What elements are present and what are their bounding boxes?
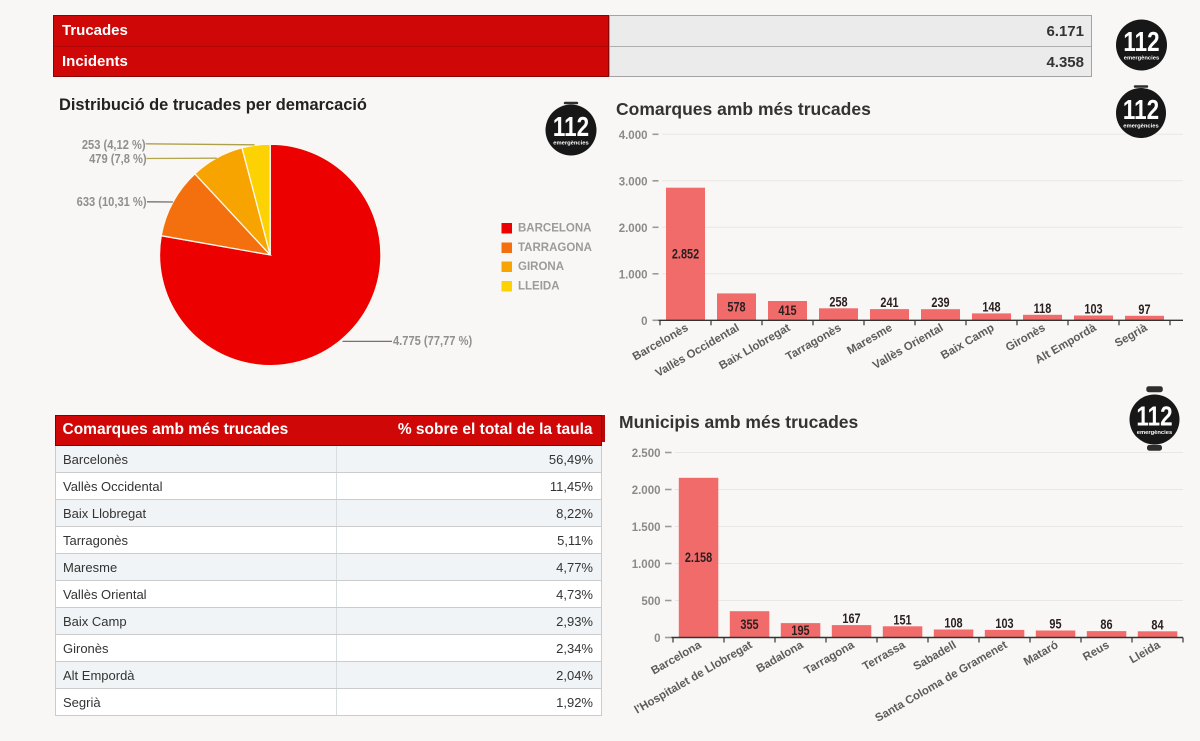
svg-text:95: 95 xyxy=(1049,616,1061,632)
svg-text:415: 415 xyxy=(778,303,796,319)
svg-text:112: 112 xyxy=(1136,401,1172,432)
svg-text:103: 103 xyxy=(995,616,1013,632)
svg-text:97: 97 xyxy=(1138,302,1150,318)
svg-text:2.158: 2.158 xyxy=(685,550,712,566)
svg-text:emergències: emergències xyxy=(1123,124,1158,130)
svg-text:Mataró: Mataró xyxy=(1022,639,1061,668)
svg-text:Reus: Reus xyxy=(1081,639,1111,663)
svg-text:Segrià: Segrià xyxy=(1113,322,1150,350)
svg-text:84: 84 xyxy=(1151,617,1163,633)
svg-text:258: 258 xyxy=(829,294,847,310)
svg-text:1.500: 1.500 xyxy=(632,522,661,534)
svg-text:151: 151 xyxy=(893,612,911,628)
svg-text:1.000: 1.000 xyxy=(632,559,661,571)
svg-text:Tarragona: Tarragona xyxy=(803,639,857,677)
svg-text:86: 86 xyxy=(1100,617,1112,633)
svg-text:195: 195 xyxy=(791,623,809,639)
svg-text:Terrassa: Terrassa xyxy=(861,639,908,673)
svg-text:GIRONA: GIRONA xyxy=(518,261,564,273)
svg-text:112: 112 xyxy=(1123,95,1159,126)
svg-text:1.000: 1.000 xyxy=(619,269,648,281)
svg-text:Tarragonès: Tarragonès xyxy=(784,322,844,363)
svg-text:Lleida: Lleida xyxy=(1128,639,1163,666)
svg-text:BARCELONA: BARCELONA xyxy=(518,223,591,235)
svg-text:Baix Camp: Baix Camp xyxy=(939,322,996,362)
svg-text:TARRAGONA: TARRAGONA xyxy=(518,242,592,254)
svg-text:148: 148 xyxy=(982,299,1000,315)
svg-text:Badalona: Badalona xyxy=(755,639,806,676)
svg-text:112: 112 xyxy=(1123,27,1159,58)
svg-text:emergències: emergències xyxy=(1124,56,1159,62)
svg-text:355: 355 xyxy=(740,617,758,633)
svg-text:0: 0 xyxy=(654,633,660,645)
svg-text:578: 578 xyxy=(727,299,745,315)
svg-text:108: 108 xyxy=(944,615,962,631)
svg-text:4.000: 4.000 xyxy=(619,130,648,142)
svg-text:Vallès Occidental: Vallès Occidental xyxy=(654,322,742,380)
svg-text:LLEIDA: LLEIDA xyxy=(518,281,560,293)
svg-text:3.000: 3.000 xyxy=(619,176,648,188)
svg-text:103: 103 xyxy=(1084,301,1102,317)
svg-text:112: 112 xyxy=(553,112,589,143)
svg-text:239: 239 xyxy=(931,295,949,311)
svg-text:2.852: 2.852 xyxy=(672,246,699,262)
svg-text:500: 500 xyxy=(641,596,660,608)
svg-text:Gironès: Gironès xyxy=(1004,322,1048,354)
svg-text:2.500: 2.500 xyxy=(632,448,661,460)
svg-text:2.000: 2.000 xyxy=(632,485,661,497)
svg-text:emergències: emergències xyxy=(553,141,588,147)
svg-text:167: 167 xyxy=(842,611,860,627)
svg-text:241: 241 xyxy=(880,295,898,311)
svg-text:emergències: emergències xyxy=(1137,430,1172,436)
svg-text:0: 0 xyxy=(641,316,647,328)
svg-text:118: 118 xyxy=(1034,301,1052,317)
svg-text:2.000: 2.000 xyxy=(619,223,648,235)
